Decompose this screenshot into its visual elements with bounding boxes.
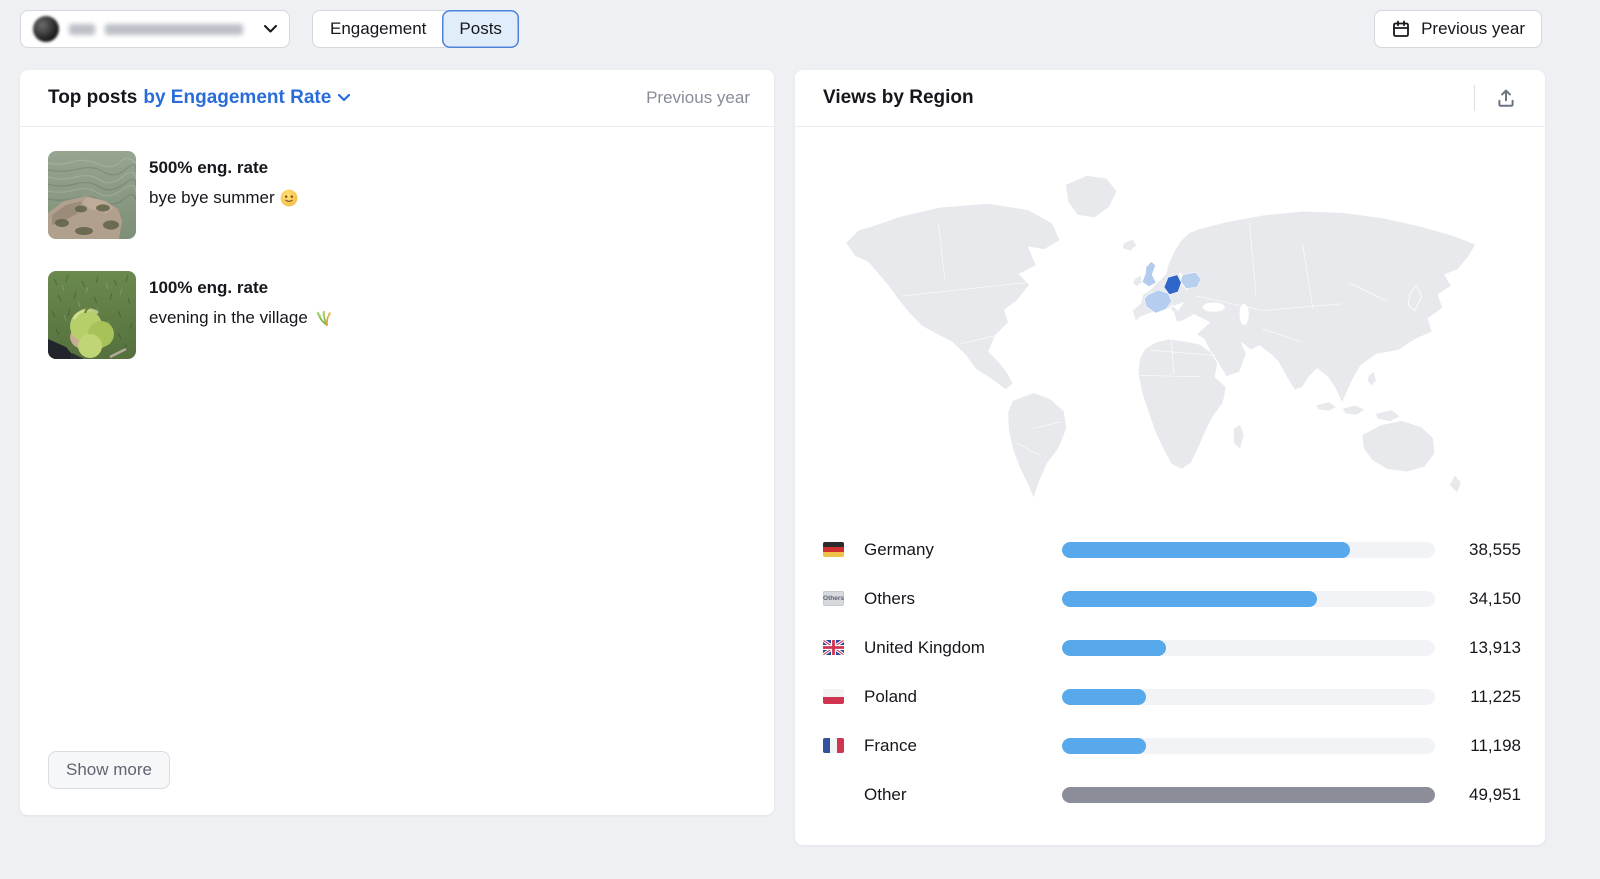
flag-poland: [823, 689, 844, 704]
region-bar-fill: [1062, 786, 1435, 803]
map-country-france: [1143, 289, 1173, 314]
map-philippines: [1366, 370, 1377, 387]
region-bar-fill: [1062, 590, 1318, 607]
map-africa: [1137, 338, 1227, 470]
panel-title: Top posts: [48, 87, 138, 108]
panel-title: Views by Region: [823, 87, 974, 108]
region-row: United Kingdom 13,913: [823, 623, 1521, 672]
flag-united-kingdom: [823, 640, 844, 655]
top-posts-header: Top posts by Engagement Rate Previous ye…: [20, 70, 774, 127]
region-row: Other 49,951: [823, 770, 1521, 819]
post-engagement-rate: 500% eng. rate: [149, 158, 269, 177]
map-country-germany: [1163, 274, 1182, 295]
region-row: Poland 11,225: [823, 672, 1521, 721]
export-icon: [1498, 89, 1514, 107]
region-label: Germany: [864, 539, 934, 559]
account-name-redacted: [69, 23, 95, 35]
tab-engagement[interactable]: Engagement: [313, 11, 443, 47]
map-indonesia: [1315, 401, 1338, 412]
topbar: Engagement Posts Previous year: [0, 0, 1600, 58]
region-bar-track: [1062, 737, 1435, 754]
sort-by-dropdown[interactable]: by Engagement Rate: [143, 87, 351, 109]
region-bar-track: [1062, 688, 1435, 705]
chevron-down-icon: [338, 94, 351, 102]
region-label: Poland: [864, 686, 917, 706]
posts-list: 500% eng. rate bye bye summer: [20, 127, 774, 359]
region-label: United Kingdom: [864, 637, 985, 657]
tab-posts[interactable]: Posts: [442, 10, 519, 48]
region-bar-track: [1062, 786, 1435, 803]
others-badge: Others: [823, 591, 844, 606]
map-north-america: [845, 202, 1061, 391]
post-thumbnail-apples-grass[interactable]: [48, 271, 136, 359]
region-bar-fill: [1062, 639, 1167, 656]
region-value: 38,555: [1469, 539, 1521, 559]
map-new-zealand: [1448, 474, 1462, 494]
calendar-icon: [1393, 20, 1409, 37]
region-row: France 11,198: [823, 721, 1521, 770]
region-bar-fill: [1062, 541, 1350, 558]
map-madagascar: [1233, 423, 1245, 450]
sheaf-of-rice-emoji: [316, 310, 331, 326]
map-iceland: [1121, 238, 1138, 252]
view-toggle: Engagement Posts: [312, 10, 519, 48]
map-japan: [1407, 284, 1422, 311]
region-bar-track: [1062, 639, 1435, 656]
show-more-button[interactable]: Show more: [48, 751, 170, 789]
region-label: Others: [864, 588, 916, 608]
region-row: Germany 38,555: [823, 525, 1521, 574]
map-australia: [1361, 419, 1436, 473]
slightly-smiling-face-emoji: [280, 189, 298, 207]
post-thumbnail-sea-rock[interactable]: [48, 151, 136, 239]
post-caption: evening in the village: [149, 308, 331, 328]
region-bar-track: [1062, 590, 1435, 607]
region-value: 11,225: [1470, 686, 1521, 706]
views-by-region-panel: Views by Region: [795, 70, 1545, 845]
region-label: Other: [864, 784, 907, 804]
region-value: 13,913: [1469, 637, 1521, 657]
top-posts-panel: Top posts by Engagement Rate Previous ye…: [20, 70, 774, 815]
flag-slot: [823, 787, 844, 802]
map-country-united-kingdom: [1141, 261, 1157, 287]
map-greenland: [1065, 175, 1118, 219]
post-item[interactable]: 100% eng. rate evening in the village: [48, 271, 746, 359]
map-new-guinea: [1374, 409, 1401, 423]
region-bar-fill: [1062, 688, 1146, 705]
chevron-down-icon: [264, 25, 277, 33]
account-avatar: [33, 16, 59, 42]
divider: [1474, 85, 1475, 111]
period-selector-button[interactable]: Previous year: [1374, 10, 1542, 48]
export-button[interactable]: [1491, 83, 1521, 113]
map-ireland: [1131, 274, 1143, 288]
region-label: France: [864, 735, 917, 755]
post-engagement-rate: 100% eng. rate: [149, 278, 269, 297]
region-value: 11,198: [1470, 735, 1521, 755]
flag-france: [823, 738, 844, 753]
region-value: 34,150: [1469, 588, 1521, 608]
account-selector[interactable]: [20, 10, 290, 48]
map-indonesia: [1341, 404, 1366, 416]
region-bar-list: Germany 38,555 Others Others 34,150 Unit…: [795, 525, 1545, 819]
region-bar-fill: [1062, 737, 1146, 754]
region-row: Others Others 34,150: [823, 574, 1521, 623]
flag-germany: [823, 542, 844, 557]
period-button-label: Previous year: [1421, 19, 1525, 38]
region-value: 49,951: [1469, 784, 1521, 804]
region-bar-track: [1062, 541, 1435, 558]
account-name-redacted: [105, 23, 243, 35]
world-map: [795, 127, 1545, 525]
sort-by-label: by Engagement Rate: [143, 87, 332, 108]
post-caption: bye bye summer: [149, 188, 298, 208]
map-country-poland: [1180, 271, 1202, 289]
map-south-america: [1007, 392, 1068, 499]
views-by-region-header: Views by Region: [795, 70, 1545, 127]
period-label: Previous year: [646, 88, 750, 107]
post-item[interactable]: 500% eng. rate bye bye summer: [48, 151, 746, 239]
